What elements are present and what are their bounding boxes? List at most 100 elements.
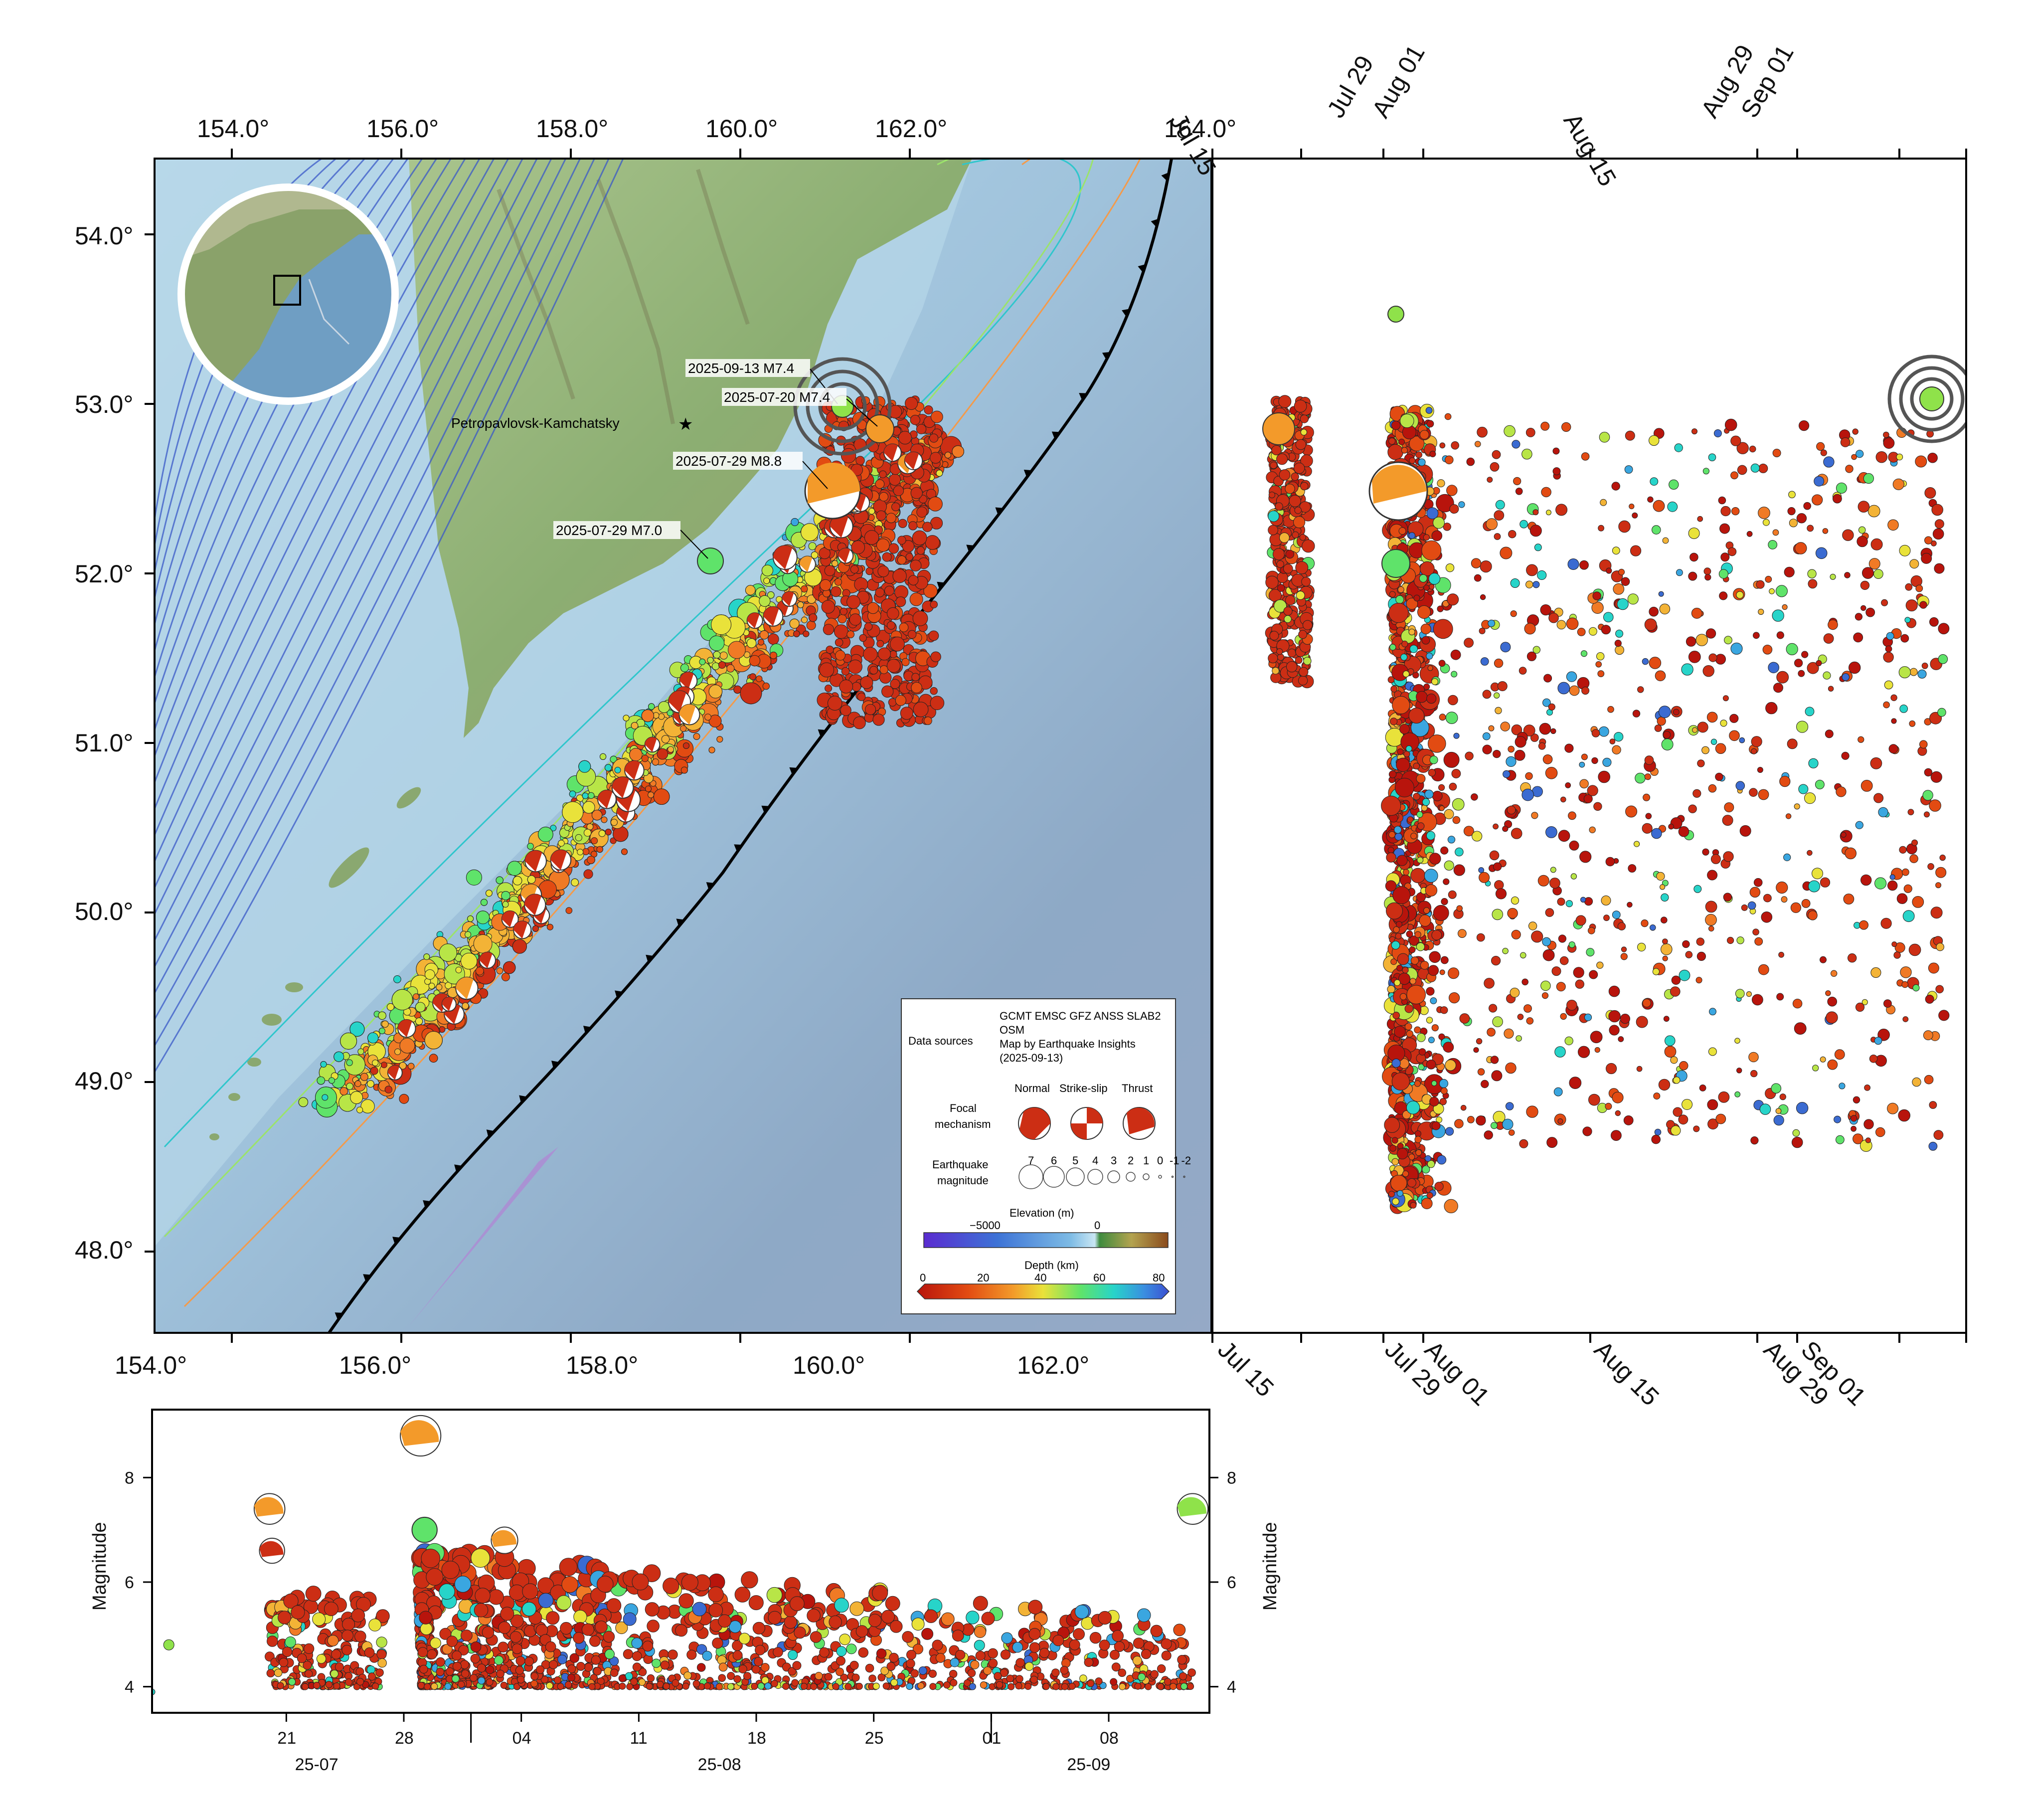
time-quake: [1762, 519, 1770, 526]
map-quake: [346, 1083, 353, 1090]
time-quake: [1869, 1055, 1878, 1063]
map-quake: [864, 622, 873, 631]
map-quake: [850, 565, 859, 574]
time-quake: [1416, 774, 1426, 783]
time-quake: [1752, 928, 1759, 935]
time-quake: [1843, 894, 1855, 905]
time-quake: [1552, 447, 1560, 455]
time-quake: [1480, 560, 1492, 573]
map-quake: [900, 707, 914, 720]
time-quake: [1419, 574, 1428, 583]
time-quake: [1300, 414, 1309, 423]
map-beachball: [883, 443, 902, 462]
time-quake: [1647, 496, 1654, 503]
time-quake: [1421, 540, 1442, 560]
map-quake: [728, 641, 746, 659]
map-quake: [884, 585, 894, 596]
legend-elev-tick-0: −5000: [970, 1219, 1001, 1232]
map-quake: [864, 704, 876, 716]
time-quake: [1798, 670, 1805, 677]
time-quake: [1754, 937, 1763, 946]
legend-elev-title: Elevation (m): [1010, 1207, 1074, 1219]
map-quake: [413, 993, 419, 1000]
map-quake: [356, 1106, 363, 1113]
map-quake: [875, 479, 885, 489]
map-quake: [648, 703, 655, 710]
time-quake: [1868, 558, 1880, 570]
time-quake: [1794, 1022, 1807, 1035]
legend-mag-circle: [1043, 1166, 1065, 1188]
map-quake: [623, 715, 630, 722]
depth-colorbar: [916, 1283, 1170, 1299]
time-quake: [1440, 1006, 1448, 1014]
map-quake: [756, 675, 763, 683]
time-quake: [1611, 482, 1620, 491]
time-quake: [1773, 683, 1783, 693]
time-quake: [1812, 1065, 1819, 1072]
map-quake: [370, 1067, 378, 1075]
map-quake: [789, 618, 800, 629]
time-quake: [1896, 893, 1908, 904]
time-quake: [1430, 997, 1437, 1004]
map-quake: [512, 876, 522, 886]
time-quake: [1776, 631, 1784, 639]
time-quake: [1796, 1102, 1809, 1114]
time-quake: [1833, 494, 1842, 504]
time-quake: [1467, 1116, 1475, 1123]
time-quake: [1932, 528, 1944, 540]
time-quake: [1877, 1029, 1890, 1041]
time-quake: [1644, 773, 1651, 780]
time-quake: [1450, 649, 1461, 660]
time-quake: [1935, 985, 1944, 994]
time-quake: [1409, 436, 1425, 452]
time-quake: [1688, 804, 1697, 813]
map-quake: [803, 630, 810, 637]
time-quake: [1670, 1056, 1678, 1064]
time-quake: [1396, 964, 1403, 971]
time-quake: [1294, 399, 1307, 413]
map-quake: [393, 975, 401, 983]
time-quake: [1406, 930, 1413, 938]
map-quake: [740, 682, 762, 705]
time-quake: [1538, 742, 1546, 750]
time-latitude-panel: Jul 15 Jul 29 Aug 01 Aug 15 Aug 29 Sep 0…: [1164, 40, 1967, 1411]
time-quake: [1801, 651, 1809, 658]
time-quake: [1495, 500, 1505, 510]
time-quake: [1381, 795, 1401, 816]
time-quake: [1749, 887, 1761, 898]
map-quake: [759, 595, 771, 607]
time-quake: [1422, 798, 1430, 806]
time-quake: [1477, 426, 1488, 438]
time-quake: [1408, 628, 1415, 636]
time-quake: [1417, 605, 1431, 619]
map-quake: [569, 790, 576, 798]
event-label-1: 2025-07-20 M7.4: [724, 389, 830, 405]
map-beachball: [781, 591, 798, 607]
time-quake: [1418, 1048, 1426, 1056]
time-quake: [1905, 599, 1918, 612]
time-quake: [1775, 585, 1788, 597]
time-quake: [1298, 630, 1308, 639]
time-quake: [1933, 1130, 1944, 1140]
time-quake: [1927, 863, 1934, 870]
time-quake: [1923, 1030, 1933, 1041]
time-quake: [1452, 816, 1461, 824]
time-quake: [1443, 878, 1450, 885]
time-quake: [1433, 905, 1449, 921]
map-beachball: [678, 704, 700, 726]
time-quake: [1642, 998, 1651, 1008]
map-beachball: [624, 760, 645, 781]
trench-tooth: [1051, 431, 1060, 440]
time-quake: [1701, 746, 1709, 754]
slab-contour-line: [155, 159, 567, 967]
trench-tooth: [335, 1312, 343, 1320]
time-quake: [1756, 580, 1765, 589]
map-quake: [473, 934, 493, 953]
time-quake: [1825, 729, 1834, 738]
map-quake: [562, 801, 584, 823]
map-quake: [902, 540, 915, 552]
time-quake: [1443, 1042, 1454, 1053]
time-quake: [1392, 886, 1411, 905]
map-quake: [716, 736, 723, 743]
map-quake: [538, 827, 553, 842]
